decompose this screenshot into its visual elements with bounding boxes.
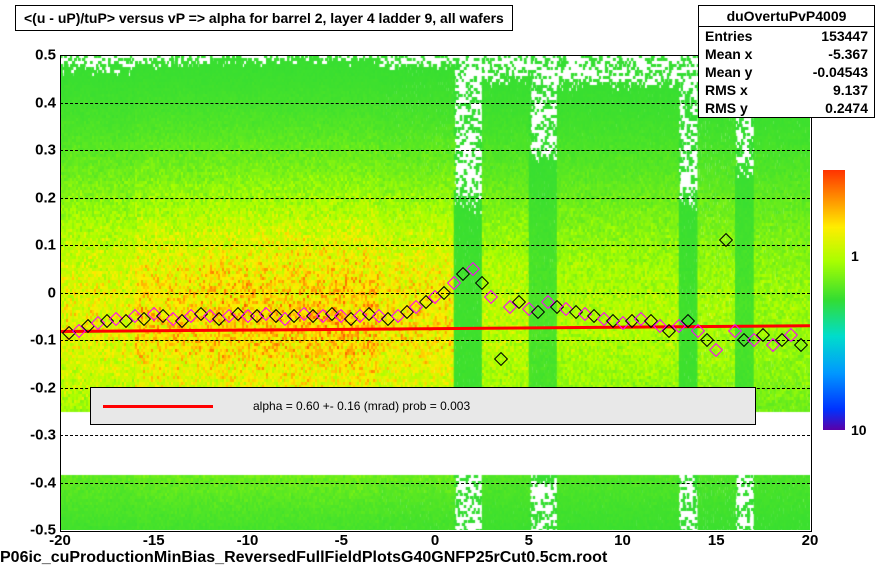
stats-row: RMS x 9.137: [699, 81, 874, 99]
y-tick-label: 0.1: [35, 237, 60, 254]
x-tick-label: -15: [143, 530, 165, 549]
y-tick-label: -0.3: [30, 427, 60, 444]
legend-text: alpha = 0.60 +- 0.16 (mrad) prob = 0.003: [253, 399, 470, 413]
colorbar-tick-label: 10: [851, 422, 867, 438]
chart-container: <(u - uP)/tuP> versus vP => alpha for ba…: [0, 0, 885, 569]
stats-label: Mean x: [705, 46, 752, 62]
stats-value: 0.2474: [825, 100, 868, 116]
x-tick-label: 0: [431, 530, 439, 549]
y-tick-label: -0.2: [30, 379, 60, 396]
stats-box: duOvertuPvP4009 Entries 153447 Mean x -5.36…: [698, 5, 875, 118]
grid-line: [60, 435, 810, 436]
y-tick-label: 0.5: [35, 47, 60, 64]
y-tick-label: 0.2: [35, 189, 60, 206]
y-tick-label: 0.4: [35, 94, 60, 111]
x-tick-label: -20: [49, 530, 71, 549]
plot-area: -0.5-0.4-0.3-0.2-0.100.10.20.30.40.5 -20…: [60, 55, 810, 530]
legend-line-sample: [103, 405, 213, 408]
stats-row: Mean y -0.04543: [699, 63, 874, 81]
grid-line: [60, 150, 810, 151]
x-tick-label: -5: [335, 530, 348, 549]
stats-row: Mean x -5.367: [699, 45, 874, 63]
grid-line: [60, 245, 810, 246]
stats-value: -5.367: [828, 46, 868, 62]
colorbar: 110: [823, 170, 845, 430]
stats-label: Entries: [705, 28, 752, 44]
bottom-file-label: P06ic_cuProductionMinBias_ReversedFullFi…: [0, 549, 607, 567]
stats-row: RMS y 0.2474: [699, 99, 874, 117]
y-tick-label: 0.3: [35, 142, 60, 159]
x-tick-label: 10: [614, 530, 631, 549]
stats-name: duOvertuPvP4009: [699, 6, 874, 27]
colorbar-tick-label: 1: [851, 248, 859, 264]
y-tick-label: -0.1: [30, 332, 60, 349]
stats-label: Mean y: [705, 64, 752, 80]
y-tick-label: -0.4: [30, 474, 60, 491]
y-tick-label: 0: [48, 284, 60, 301]
x-tick-label: 20: [802, 530, 819, 549]
grid-line: [60, 340, 810, 341]
chart-title: <(u - uP)/tuP> versus vP => alpha for ba…: [24, 10, 504, 26]
grid-line: [60, 483, 810, 484]
legend-box: alpha = 0.60 +- 0.16 (mrad) prob = 0.003: [90, 387, 756, 425]
grid-line: [60, 198, 810, 199]
stats-value: 9.137: [833, 82, 868, 98]
x-tick-label: -10: [237, 530, 259, 549]
stats-row: Entries 153447: [699, 27, 874, 45]
colorbar-canvas: [823, 170, 845, 430]
stats-label: RMS x: [705, 82, 748, 98]
x-tick-label: 5: [525, 530, 533, 549]
stats-label: RMS y: [705, 100, 748, 116]
x-tick-label: 15: [708, 530, 725, 549]
chart-title-box: <(u - uP)/tuP> versus vP => alpha for ba…: [15, 5, 513, 31]
stats-value: -0.04543: [813, 64, 868, 80]
stats-value: 153447: [821, 28, 868, 44]
